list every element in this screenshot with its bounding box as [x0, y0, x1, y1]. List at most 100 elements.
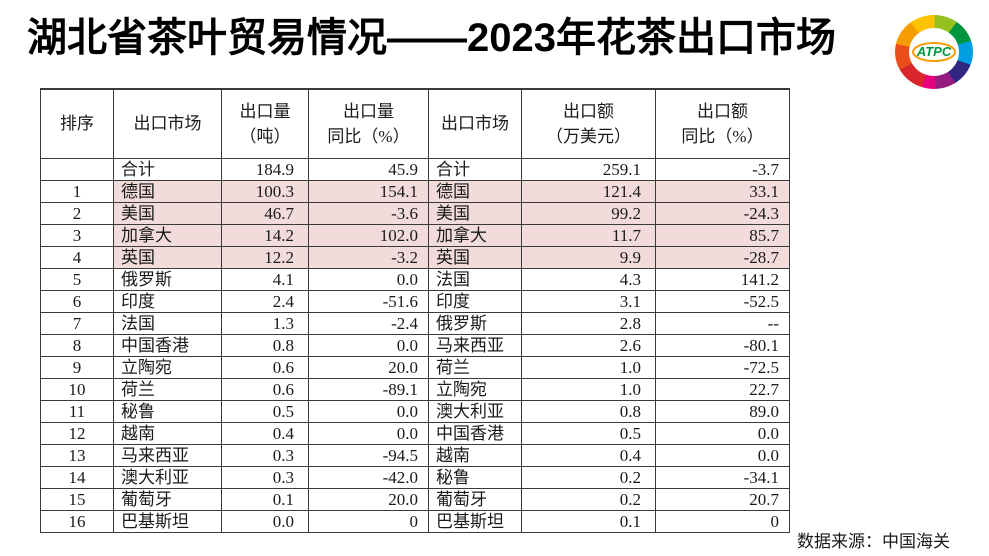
atpc-logo: ATPC — [893, 13, 977, 93]
value-cell: 33.1 — [655, 180, 790, 203]
value-cell: 0.0 — [655, 422, 790, 445]
value-cell: 1.3 — [221, 312, 309, 335]
value-cell: -51.6 — [308, 290, 429, 313]
rank-cell: 13 — [40, 444, 114, 467]
value-cell: -3.7 — [655, 158, 790, 181]
market-cell: 立陶宛 — [113, 356, 222, 379]
rank-cell: 7 — [40, 312, 114, 335]
column-header: 出口额 同比（%） — [655, 88, 790, 159]
value-cell: -80.1 — [655, 334, 790, 357]
rank-cell: 11 — [40, 400, 114, 423]
market-cell: 俄罗斯 — [428, 312, 522, 335]
column-header: 出口量 同比（%） — [308, 88, 429, 159]
value-cell: 20.0 — [308, 356, 429, 379]
value-cell: 0.6 — [221, 356, 309, 379]
value-cell: 0.3 — [221, 466, 309, 489]
value-cell: -28.7 — [655, 246, 790, 269]
table-row: 14 澳大利亚 0.3 -42.0 秘鲁 0.2 -34.1 — [40, 466, 790, 489]
total-row: 合计 184.9 45.9 合计 259.1 -3.7 — [40, 158, 790, 181]
value-cell: 4.3 — [521, 268, 656, 291]
value-cell: 121.4 — [521, 180, 656, 203]
value-cell: 9.9 — [521, 246, 656, 269]
rank-cell: 4 — [40, 246, 114, 269]
header-row: 排序 出口市场 出口量 （吨） 出口量 同比（%） 出口市场 出口额 （万美元） 出口额 同… — [40, 88, 790, 159]
market-cell: 澳大利亚 — [428, 400, 522, 423]
table-row: 1 德国 100.3 154.1 德国 121.4 33.1 — [40, 180, 790, 203]
value-cell: 20.7 — [655, 488, 790, 511]
market-cell: 德国 — [113, 180, 222, 203]
value-cell: 1.0 — [521, 378, 656, 401]
value-cell: 0.0 — [221, 510, 309, 533]
value-cell: 0.5 — [221, 400, 309, 423]
rank-cell: 10 — [40, 378, 114, 401]
rank-cell: 1 — [40, 180, 114, 203]
market-cell: 葡萄牙 — [428, 488, 522, 511]
table-row: 4 英国 12.2 -3.2 英国 9.9 -28.7 — [40, 246, 790, 269]
value-cell: 89.0 — [655, 400, 790, 423]
market-cell: 加拿大 — [428, 224, 522, 247]
value-cell: 20.0 — [308, 488, 429, 511]
market-cell: 加拿大 — [113, 224, 222, 247]
value-cell: 11.7 — [521, 224, 656, 247]
value-cell: 154.1 — [308, 180, 429, 203]
value-cell: 0.0 — [308, 400, 429, 423]
value-cell: 2.6 — [521, 334, 656, 357]
value-cell: 259.1 — [521, 158, 656, 181]
market-cell: 美国 — [428, 202, 522, 225]
market-cell: 越南 — [428, 444, 522, 467]
value-cell: 0.1 — [221, 488, 309, 511]
market-cell: 俄罗斯 — [113, 268, 222, 291]
market-cell: 马来西亚 — [113, 444, 222, 467]
value-cell: -2.4 — [308, 312, 429, 335]
value-cell: 45.9 — [308, 158, 429, 181]
value-cell: 0.0 — [308, 268, 429, 291]
value-cell: 102.0 — [308, 224, 429, 247]
value-cell: 0.3 — [221, 444, 309, 467]
table-row: 7 法国 1.3 -2.4 俄罗斯 2.8 -- — [40, 312, 790, 335]
value-cell: 0.2 — [521, 466, 656, 489]
table-row: 9 立陶宛 0.6 20.0 荷兰 1.0 -72.5 — [40, 356, 790, 379]
data-source-note: 数据来源：中国海关 — [797, 532, 950, 551]
rank-cell: 3 — [40, 224, 114, 247]
market-cell: 荷兰 — [428, 356, 522, 379]
value-cell: 0.4 — [521, 444, 656, 467]
table-row: 6 印度 2.4 -51.6 印度 3.1 -52.5 — [40, 290, 790, 313]
table-row: 15 葡萄牙 0.1 20.0 葡萄牙 0.2 20.7 — [40, 488, 790, 511]
value-cell: 141.2 — [655, 268, 790, 291]
value-cell: 3.1 — [521, 290, 656, 313]
value-cell: 0.2 — [521, 488, 656, 511]
value-cell: -3.6 — [308, 202, 429, 225]
table-row: 11 秘鲁 0.5 0.0 澳大利亚 0.8 89.0 — [40, 400, 790, 423]
value-cell: 0.1 — [521, 510, 656, 533]
market-cell: 法国 — [113, 312, 222, 335]
column-header: 出口额 （万美元） — [521, 88, 656, 159]
market-cell: 英国 — [428, 246, 522, 269]
value-cell: 99.2 — [521, 202, 656, 225]
table-row: 2 美国 46.7 -3.6 美国 99.2 -24.3 — [40, 202, 790, 225]
column-header: 出口市场 — [113, 88, 222, 159]
table-row: 5 俄罗斯 4.1 0.0 法国 4.3 141.2 — [40, 268, 790, 291]
table-row: 13 马来西亚 0.3 -94.5 越南 0.4 0.0 — [40, 444, 790, 467]
market-cell: 秘鲁 — [113, 400, 222, 423]
value-cell: -72.5 — [655, 356, 790, 379]
table-row: 10 荷兰 0.6 -89.1 立陶宛 1.0 22.7 — [40, 378, 790, 401]
market-cell: 巴基斯坦 — [113, 510, 222, 533]
value-cell: -42.0 — [308, 466, 429, 489]
column-header: 出口市场 — [428, 88, 522, 159]
table-row: 8 中国香港 0.8 0.0 马来西亚 2.6 -80.1 — [40, 334, 790, 357]
table-row: 16 巴基斯坦 0.0 0 巴基斯坦 0.1 0 — [40, 510, 790, 533]
market-cell: 德国 — [428, 180, 522, 203]
value-cell: 0 — [308, 510, 429, 533]
value-cell: 22.7 — [655, 378, 790, 401]
rank-cell — [40, 158, 114, 181]
page-title: 湖北省茶叶贸易情况——2023年花茶出口市场 — [27, 16, 836, 60]
value-cell: -- — [655, 312, 790, 335]
value-cell: 0.4 — [221, 422, 309, 445]
market-cell: 巴基斯坦 — [428, 510, 522, 533]
market-cell: 中国香港 — [113, 334, 222, 357]
value-cell: 4.1 — [221, 268, 309, 291]
market-cell: 英国 — [113, 246, 222, 269]
value-cell: 0.0 — [308, 334, 429, 357]
value-cell: 0.8 — [521, 400, 656, 423]
rank-cell: 15 — [40, 488, 114, 511]
